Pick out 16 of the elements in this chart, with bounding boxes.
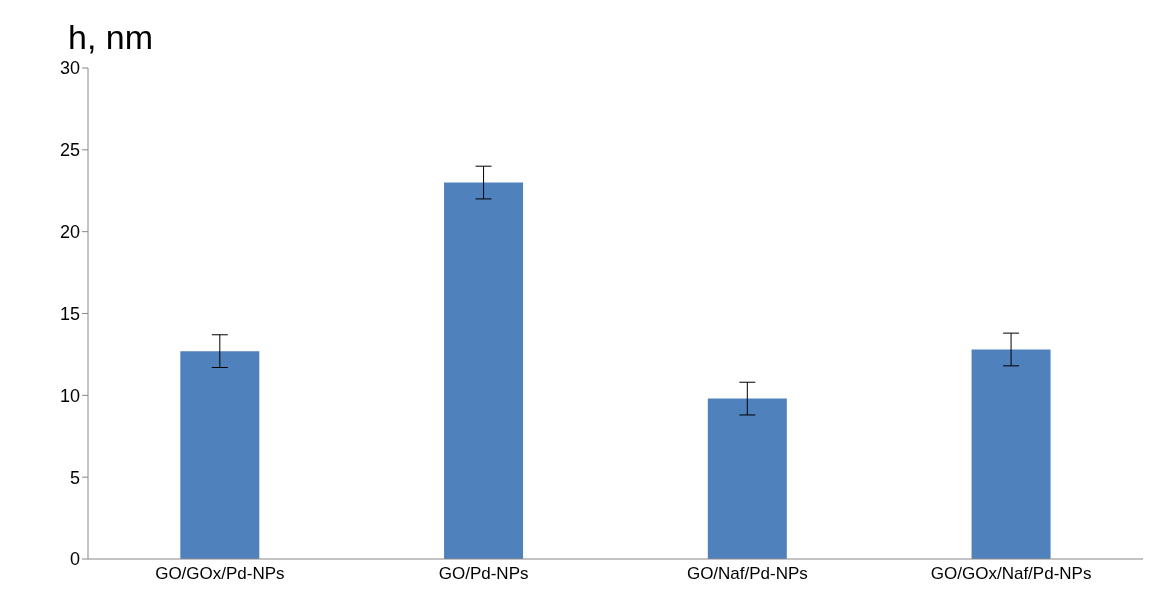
x-tick-label: GO/Naf/Pd-NPs [686,564,808,584]
y-tick-label: 20 [59,222,80,243]
y-tick-label: 30 [59,58,80,79]
y-tick-label: 0 [69,549,80,570]
y-tick-label: 15 [59,303,80,324]
y-tick-label: 10 [59,385,80,406]
x-tick-label: GO/GOx/Pd-NPs [155,564,285,584]
x-tick-label: GO/Pd-NPs [438,564,529,584]
x-tick-label: GO/GOx/Naf/Pd-NPs [930,564,1092,584]
bar [971,349,1051,559]
bar [444,182,524,559]
bar [707,398,787,559]
bar [180,351,260,559]
y-tick-label: 5 [69,467,80,488]
y-axis-title: h, nm [68,18,154,57]
y-tick-label: 25 [59,140,80,161]
